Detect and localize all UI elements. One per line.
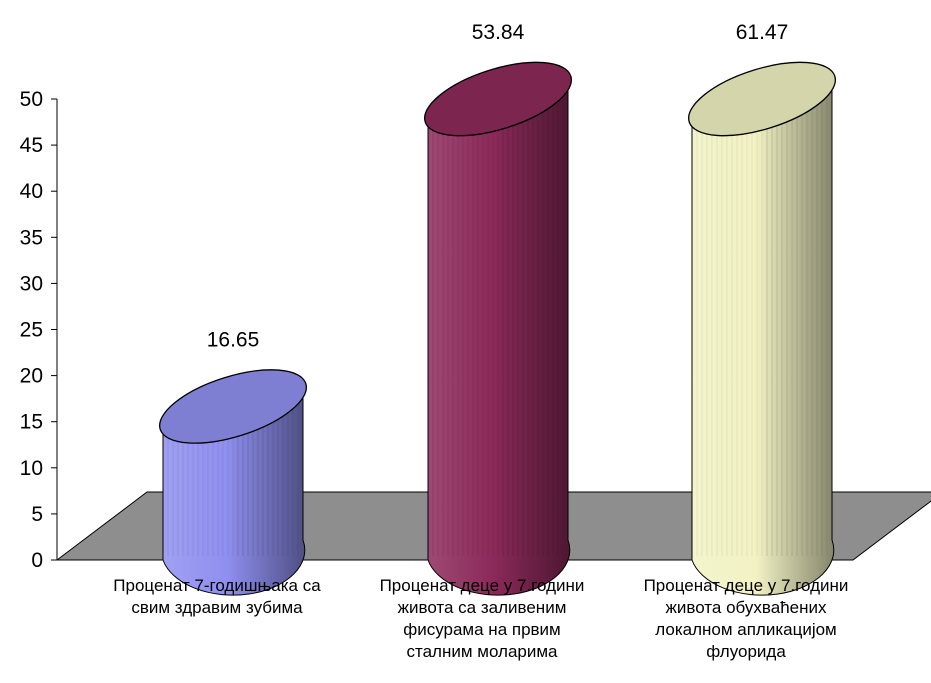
y-tick-label: 50	[20, 88, 43, 111]
bar-2	[423, 61, 573, 596]
bar-body	[427, 76, 571, 596]
bar-stripes	[432, 84, 564, 556]
bar-top	[687, 61, 837, 137]
bar-stripes	[696, 84, 828, 556]
data-label: 53.84	[472, 21, 525, 44]
x-category-label-line: флуорида	[706, 642, 786, 661]
x-category-label-line: фисурама на првим	[403, 620, 561, 639]
y-tick-label: 30	[20, 272, 43, 295]
bar-1	[158, 369, 308, 596]
x-category-label-line: живота обухваћених	[665, 598, 827, 617]
x-category-label: Проценат 7-годишњака са свим здравим зуби…	[82, 575, 352, 619]
y-tick-label: 25	[20, 319, 43, 342]
x-category-label-line: локалном апликацијом	[655, 620, 837, 639]
y-tick-label: 10	[20, 457, 43, 480]
y-tick-label: 15	[20, 411, 43, 434]
x-category-label-line: сталним моларима	[406, 642, 558, 661]
data-label: 61.47	[736, 21, 789, 44]
bars-group	[158, 61, 837, 596]
data-labels-group: 16.65 53.84 61.47	[207, 21, 789, 351]
bar-top	[158, 369, 308, 444]
y-tick-label: 0	[31, 549, 43, 572]
y-tick-label: 20	[20, 365, 43, 388]
x-category-label-line: Проценат деце у 7.години	[643, 576, 849, 595]
bar-top	[423, 61, 573, 137]
x-category-label-line: свим здравим зубима	[131, 598, 303, 617]
bar-3	[687, 61, 837, 596]
x-category-label: Проценат деце у 7.години живота обухваћен…	[611, 575, 881, 663]
x-category-label-line: Проценат деце у 7.години	[379, 576, 585, 595]
y-tick-label: 45	[20, 134, 43, 157]
x-category-label: Проценат деце у 7.години живота са заливе…	[347, 575, 617, 663]
y-tick-label: 40	[20, 180, 43, 203]
bar-body	[691, 76, 835, 596]
y-axis: 0 5 10 15 20 25 30 35 40 45 50	[20, 88, 58, 572]
y-tick-label: 5	[31, 503, 43, 526]
data-label: 16.65	[207, 328, 260, 351]
x-category-label-line: Проценат 7-годишњака са	[113, 576, 321, 595]
y-tick-label: 35	[20, 226, 43, 249]
x-category-label-line: живота са заливеним	[397, 598, 567, 617]
